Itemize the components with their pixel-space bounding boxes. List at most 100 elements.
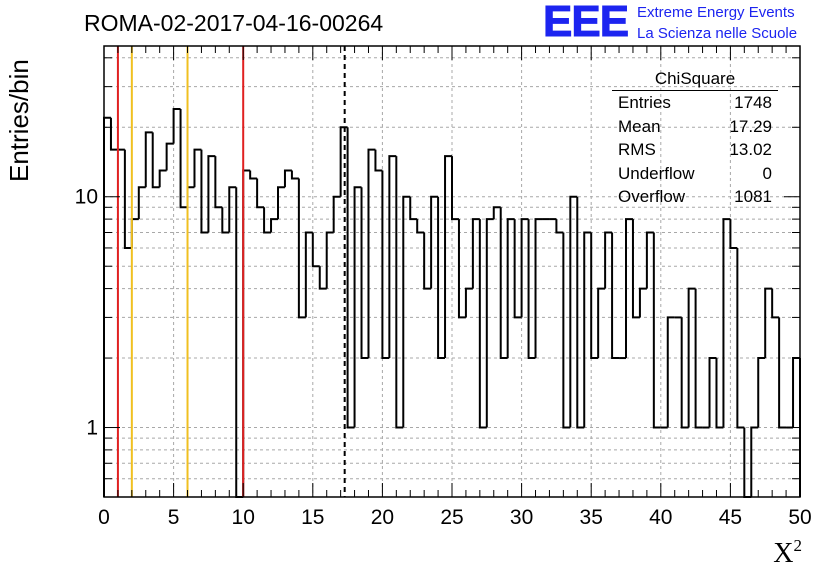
- histogram-bin: [464, 287, 473, 318]
- histogram-bin: [680, 317, 689, 429]
- histogram-bin: [409, 196, 418, 221]
- histogram-bin: [144, 131, 153, 188]
- histogram-bin: [457, 219, 466, 319]
- histogram-bin: [395, 156, 404, 429]
- stat-row-underflow: Underflow 0: [612, 162, 778, 186]
- histogram-bin: [402, 195, 411, 428]
- histogram-bin: [506, 218, 515, 359]
- histogram-bin: [625, 218, 633, 359]
- x-tick-label: 40: [649, 506, 672, 529]
- histogram-bin: [353, 186, 362, 428]
- stat-value: 0: [762, 163, 772, 183]
- histogram-bin: [311, 232, 320, 268]
- stat-value: 1081: [734, 187, 772, 206]
- reference-lines: [116, 46, 346, 497]
- histogram-bin: [103, 116, 111, 497]
- stat-label: Underflow: [618, 163, 695, 183]
- plot-frame: [103, 45, 801, 498]
- x-tick-label: 30: [510, 506, 533, 529]
- histogram-bin: [207, 155, 216, 233]
- x-tick-label: 45: [719, 506, 742, 529]
- histogram-bin: [346, 127, 355, 429]
- histogram-bin: [374, 149, 383, 172]
- stat-label: Mean: [618, 116, 661, 136]
- histogram-bin: [214, 156, 223, 209]
- histogram-bin: [513, 219, 522, 319]
- histogram-bin: [611, 232, 620, 360]
- histogram-bin: [471, 218, 480, 289]
- histogram-bin: [597, 287, 606, 359]
- stat-value: 1748: [734, 93, 772, 112]
- histogram-bin: [193, 148, 202, 188]
- stat-value: 17.29: [729, 116, 772, 136]
- histogram-bin: [249, 170, 258, 180]
- run-title: ROMA-02-2017-04-16-00264: [84, 10, 384, 36]
- histogram-bin: [423, 232, 432, 290]
- histogram-bin: [367, 148, 376, 359]
- x-tick-label: 10: [232, 506, 255, 529]
- histogram-bin: [304, 231, 313, 318]
- histogram-bin: [492, 206, 501, 220]
- histogram-bin: [263, 207, 272, 234]
- histogram-bin: [277, 186, 285, 220]
- histogram-bin: [430, 195, 439, 289]
- histogram-bin: [437, 196, 446, 360]
- y-tick-label: 1: [86, 417, 98, 440]
- histogram-bin: [750, 426, 759, 497]
- histogram-bin: [485, 218, 494, 428]
- histogram-bin: [771, 288, 780, 319]
- histogram-bin: [165, 142, 174, 171]
- histogram-bin: [137, 186, 146, 220]
- histogram-bin: [235, 187, 244, 498]
- histogram-bin: [200, 149, 209, 234]
- x-tick-label: 20: [371, 506, 394, 529]
- histogram-bin: [534, 218, 543, 359]
- stat-row-mean: Mean 17.29: [612, 115, 778, 139]
- histogram-bin: [256, 178, 265, 209]
- histogram-bin: [645, 231, 654, 289]
- histogram-bin: [499, 207, 508, 360]
- histogram-bin: [576, 196, 585, 429]
- histogram-bin: [325, 231, 334, 289]
- histogram-bin: [283, 169, 292, 188]
- histogram-bin: [221, 207, 230, 234]
- histogram-bin: [715, 358, 724, 429]
- histogram-bin: [332, 195, 341, 233]
- histogram-bin: [388, 155, 397, 359]
- histogram-bin: [694, 288, 703, 429]
- histogram-bin: [555, 219, 564, 234]
- histogram-bin: [151, 132, 160, 189]
- logo-line-1: Extreme Energy Events: [637, 4, 795, 21]
- histogram-bin: [416, 219, 425, 234]
- histogram-bin: [757, 357, 766, 428]
- histogram-bin: [652, 232, 661, 429]
- histogram-bin: [290, 170, 299, 180]
- x-tick-label: 35: [580, 506, 603, 529]
- histogram-bin: [520, 218, 529, 318]
- histogram-bin: [172, 108, 181, 144]
- x-tick-label: 0: [98, 506, 110, 529]
- logo-line-2: La Scienza nelle Scuole: [637, 25, 798, 42]
- histogram-bin: [729, 219, 738, 249]
- x-tick-label: 25: [440, 506, 463, 529]
- stats-box: ChiSquare Entries 1748 Mean 17.29 RMS 13…: [612, 68, 778, 209]
- histogram-bin: [297, 178, 306, 319]
- histogram-bin: [444, 155, 452, 359]
- histogram-bin: [722, 218, 731, 428]
- histogram-bin: [123, 149, 132, 249]
- histogram-bin: [583, 231, 592, 428]
- stat-row-rms: RMS 13.02: [612, 138, 778, 162]
- histogram-bin: [360, 187, 369, 360]
- histogram-bin: [179, 109, 188, 209]
- histogram-bin: [590, 232, 599, 360]
- eee-logo-mark: EEE: [542, 0, 629, 47]
- histogram-bin: [228, 186, 237, 233]
- histogram-bin: [631, 219, 640, 319]
- histogram-bin: [318, 266, 327, 290]
- histogram-bin: [792, 357, 800, 428]
- stat-label: Entries: [618, 93, 671, 112]
- x-tick-label: 5: [168, 506, 180, 529]
- histogram-bin: [638, 287, 647, 318]
- histogram-bin: [109, 117, 118, 151]
